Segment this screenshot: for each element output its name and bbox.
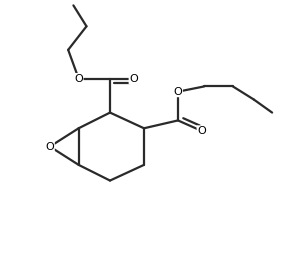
Text: O: O [46,142,54,152]
Text: O: O [129,74,138,84]
Text: O: O [74,74,83,84]
Text: O: O [197,126,206,136]
Text: O: O [174,87,182,97]
